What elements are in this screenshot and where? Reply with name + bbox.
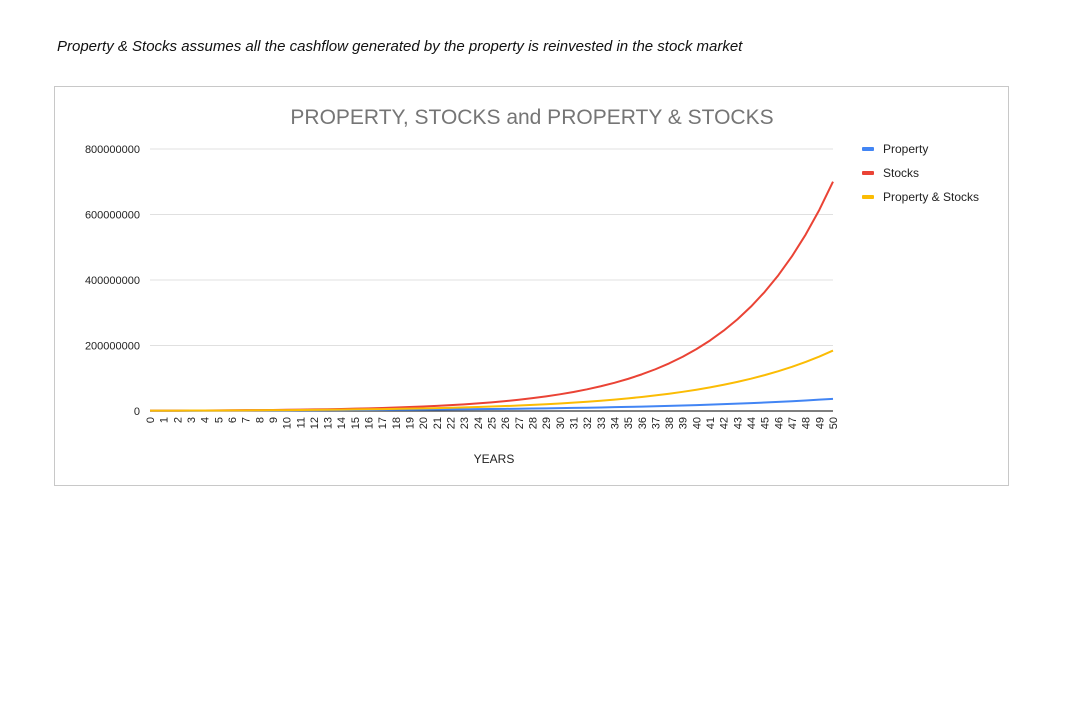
x-tick-label: 28 [527,417,539,429]
x-tick-label: 10 [282,417,294,429]
x-tick-label: 15 [350,417,362,429]
legend-label: Property & Stocks [883,190,979,204]
x-tick-label: 0 [145,417,157,423]
x-tick-label: 29 [541,417,553,429]
x-axis-ticks: 0 1 2 3 4 5 6 7 8 9 10 11 12 13 14 15 16 17 18 19 20 21 22 23 24… [145,417,840,429]
x-tick-label: 7 [241,417,253,423]
x-tick-label: 18 [391,417,403,429]
x-tick-label: 27 [514,417,526,429]
x-tick-label: 26 [500,417,512,429]
legend-swatch [862,195,874,199]
x-tick-label: 36 [637,417,649,429]
y-tick-label: 800000000 [85,144,140,156]
x-tick-label: 4 [200,417,212,423]
x-tick-label: 20 [418,417,430,429]
x-tick-label: 12 [309,417,321,429]
x-tick-label: 39 [678,417,690,429]
x-tick-label: 32 [582,417,594,429]
x-tick-label: 44 [746,417,758,429]
x-tick-label: 6 [227,417,239,423]
x-tick-label: 5 [213,417,225,423]
x-tick-label: 45 [760,417,772,429]
x-tick-label: 37 [650,417,662,429]
legend-label: Property [883,142,928,156]
x-tick-label: 1 [159,417,171,423]
y-tick-label: 400000000 [85,275,140,287]
x-tick-label: 38 [664,417,676,429]
y-tick-label: 600000000 [85,210,140,222]
x-tick-label: 9 [268,417,280,423]
series-line-stocks [149,181,834,412]
x-tick-label: 11 [295,417,307,428]
x-tick-label: 14 [336,417,348,429]
line-chart: PROPERTY, STOCKS and PROPERTY & STOCKS 0… [85,106,979,466]
legend-label: Stocks [883,166,919,180]
chart-title: PROPERTY, STOCKS and PROPERTY & STOCKS [290,106,773,129]
series-line-property [149,397,834,412]
x-tick-label: 8 [254,417,266,423]
y-tick-label: 0 [134,406,140,418]
legend-swatch [862,147,874,151]
x-tick-label: 30 [555,417,567,429]
series-lines [149,181,834,412]
chart-container: PROPERTY, STOCKS and PROPERTY & STOCKS 0… [54,86,1009,486]
gridlines [150,148,833,412]
x-tick-label: 50 [828,417,840,429]
y-axis-ticks: 0 200000000 400000000 600000000 800000000 [85,144,140,418]
x-tick-label: 23 [459,417,471,429]
y-tick-label: 200000000 [85,341,140,353]
series-line-property-stocks [149,349,834,412]
x-tick-label: 19 [405,417,417,429]
legend-swatch [862,171,874,175]
x-tick-label: 33 [596,417,608,429]
x-tick-label: 25 [487,417,499,429]
x-tick-label: 42 [719,417,731,429]
x-tick-label: 47 [787,417,799,429]
x-tick-label: 21 [432,417,444,429]
x-tick-label: 13 [323,417,335,429]
x-tick-label: 34 [609,417,621,429]
x-tick-label: 35 [623,417,635,429]
x-tick-label: 41 [705,417,717,429]
x-tick-label: 16 [364,417,376,429]
x-tick-label: 49 [814,417,826,429]
x-tick-label: 2 [172,417,184,423]
x-tick-label: 24 [473,417,485,429]
x-tick-label: 46 [773,417,785,429]
x-tick-label: 17 [377,417,389,429]
x-tick-label: 22 [446,417,458,429]
x-tick-label: 43 [732,417,744,429]
x-tick-label: 31 [568,417,580,429]
x-tick-label: 48 [801,417,813,429]
x-tick-label: 3 [186,417,198,423]
chart-caption: Property & Stocks assumes all the cashfl… [57,38,743,55]
x-tick-label: 40 [691,417,703,429]
x-axis-label: YEARS [474,452,515,466]
legend: Property Stocks Property & Stocks [862,142,979,204]
